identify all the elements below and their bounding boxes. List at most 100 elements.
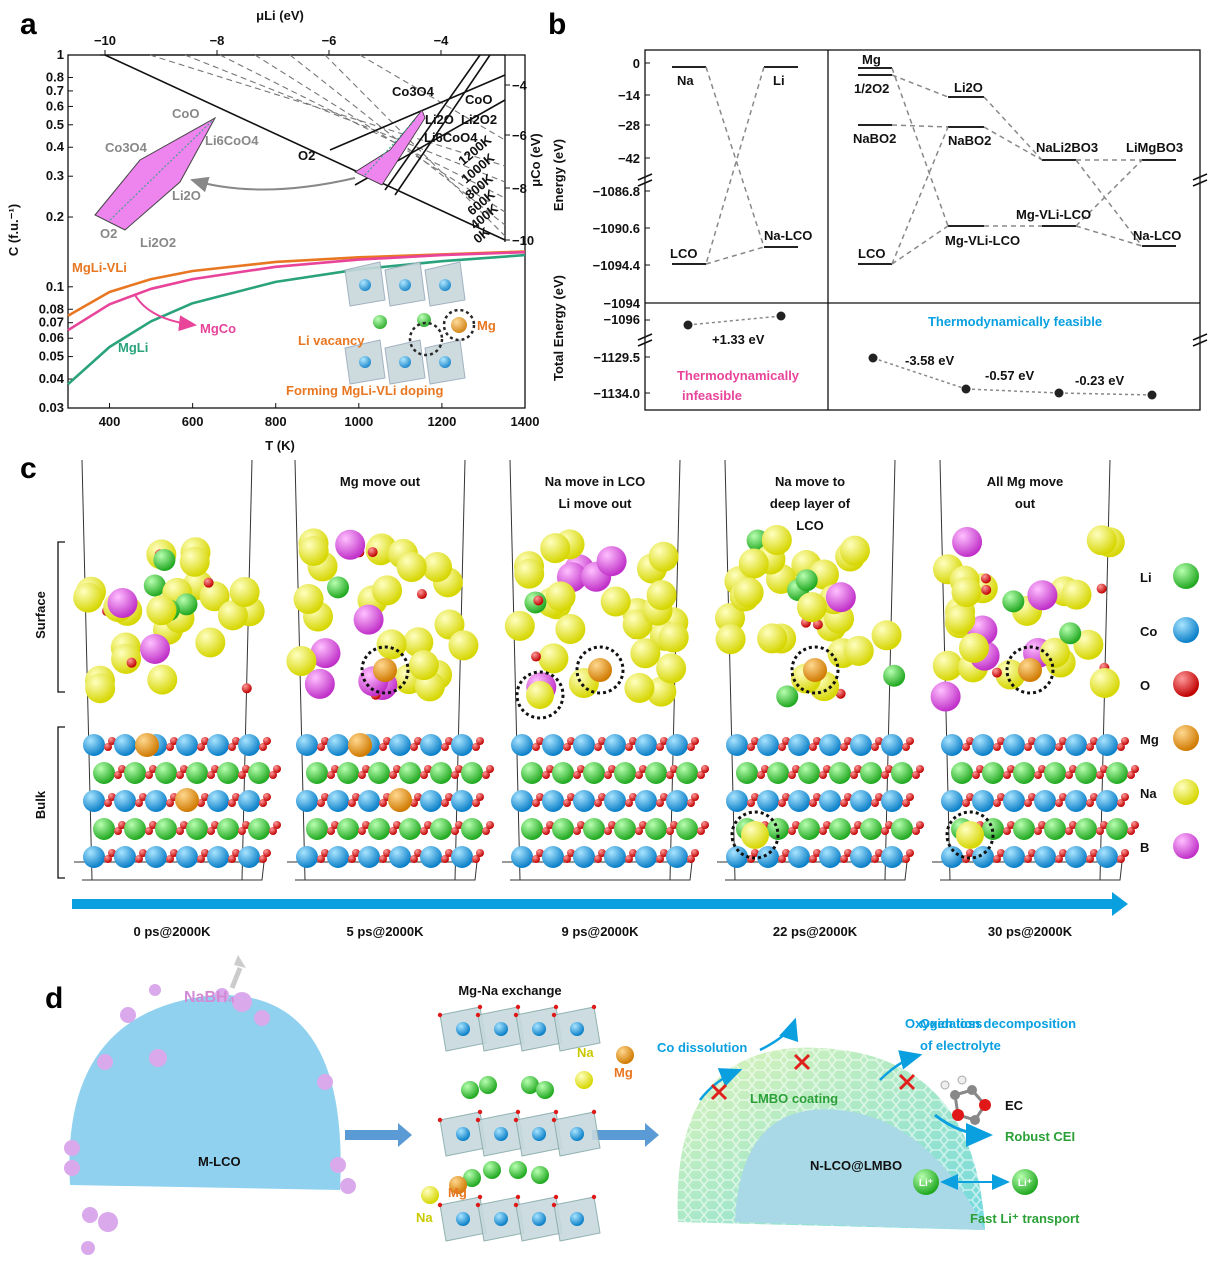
atom-o [840,743,848,751]
atom-li [306,818,328,840]
crystal-inset [344,261,476,385]
atom-na [293,584,324,615]
atom-o [1117,799,1125,807]
panel-label-b: b [548,8,566,41]
atom-o [259,855,267,863]
panel-label-d: d [45,982,63,1015]
atom-o [327,827,335,835]
atom-o [577,765,585,773]
atom-co [788,790,810,812]
atom-li [155,818,177,840]
atom-o [1090,737,1098,745]
atom-o [331,765,339,773]
legend-label: B [1140,840,1149,855]
atom-o [567,737,575,745]
atom-o [1127,827,1135,835]
atom-o [149,821,157,829]
atom-co [573,734,595,756]
atom-o [180,821,188,829]
y-tick-label: 0.3 [46,168,64,183]
atom-o [1100,821,1108,829]
atom-li [951,762,973,784]
atom-li [463,1169,481,1187]
atom-o [135,855,143,863]
y-tick: −1096 [603,312,640,327]
atom-li [1002,590,1025,613]
atom-o [656,743,664,751]
atom-o [840,855,848,863]
energy-point [868,353,878,363]
atom-li [430,818,452,840]
level-label: NaBO2 [853,131,896,146]
energy-point [683,320,693,330]
atom-co [1065,846,1087,868]
atom-o [352,849,360,857]
atom-o [170,849,178,857]
y-tick-label: 0.05 [39,349,64,364]
atom-o [317,799,325,807]
atom-o [854,821,862,829]
highlight-circle [515,670,565,720]
atom-na [1086,525,1117,556]
atom-li [736,762,758,784]
atom-o [656,799,664,807]
panel-c: 0 ps@2000K Mg move out 5 ps@2000K Na move i… [33,459,1199,939]
atom-o [1038,821,1046,829]
atom-o [1028,793,1036,801]
atom-co [570,1212,584,1226]
atom-co [238,734,260,756]
atom-o [259,799,267,807]
atom-o [393,821,401,829]
atom-co [358,790,380,812]
atom-co [635,790,657,812]
atom-o [362,765,370,773]
level-label: NaLi2BO3 [1036,140,1098,155]
level-label: Li [773,73,785,88]
atom-li [186,818,208,840]
atom-o [1090,849,1098,857]
md-snapshot: Na move to deep layer of LCO [715,459,924,881]
atom-li [186,762,208,784]
atom-li [552,762,574,784]
atom-o [145,827,153,835]
atom-o [536,849,544,857]
atom-o [687,799,695,807]
atom-o [608,821,616,829]
atom-li [93,818,115,840]
atom-o [358,771,366,779]
atom-co [850,734,872,756]
atom-co [635,734,657,756]
atom-o [871,855,879,863]
atom-o [532,743,540,751]
atom-o [379,799,387,807]
atom-co [819,846,841,868]
atom-o [813,737,821,745]
atom-o [104,855,112,863]
mg-label: Mg [477,318,496,333]
atom-na [715,602,746,633]
atom-mg [175,788,199,812]
atom-na [575,1071,593,1089]
energy-point [776,311,786,321]
atom-co [451,790,473,812]
atom-o [273,821,281,829]
atom-o [269,827,277,835]
atom-co [666,734,688,756]
b-y-ticks: 0 −14 −28 −42 −1086.8 −1090.6 −1094.4 −1… [593,56,650,401]
atom-co [573,790,595,812]
right-axis-ticks: −4 −6 −8 −10 μCo (eV) [505,78,543,248]
energy-change: -0.57 eV [985,368,1034,383]
atom-o [416,589,427,600]
atom-o [577,821,585,829]
atom-na [945,604,976,635]
na-label: Na [577,1045,594,1060]
atom-co [494,1127,508,1141]
atom-na [796,592,827,623]
atom-o [778,799,786,807]
atom-li [1075,762,1097,784]
atom-li [155,762,177,784]
atom-co [881,846,903,868]
atom-o [389,827,397,835]
atom-li [124,818,146,840]
atom-b [353,604,384,635]
